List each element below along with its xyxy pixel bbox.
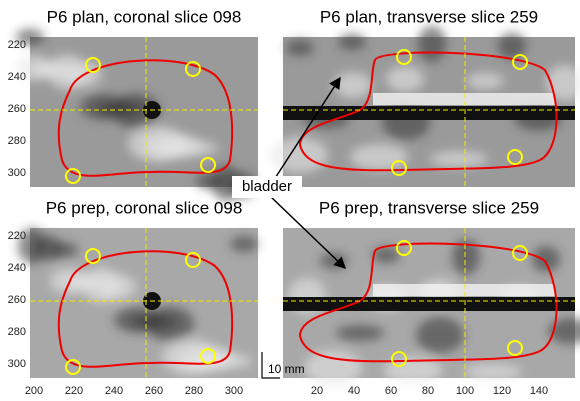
scale-label: 10 mm — [268, 362, 305, 376]
tissue — [286, 40, 314, 56]
x-tick-label: 20 — [311, 385, 323, 397]
y-tick-label: 240 — [8, 71, 26, 83]
tissue — [336, 325, 384, 341]
tissue — [162, 339, 220, 375]
tissue — [350, 144, 408, 170]
panel — [270, 26, 580, 187]
panel-title: P6 prep, coronal slice 098 — [46, 198, 243, 217]
y-tick-label: 300 — [8, 167, 26, 179]
x-tick-label: 240 — [105, 385, 123, 397]
figure: P6 plan, coronal slice 098 220 240 260 280 30… — [0, 0, 580, 401]
tissue — [418, 26, 446, 62]
x-tick-label: 260 — [145, 385, 163, 397]
panel — [16, 29, 258, 201]
y-tick-label: 240 — [8, 262, 26, 274]
x-tick-label: 280 — [185, 385, 203, 397]
tissue — [430, 151, 488, 167]
panel — [18, 228, 258, 378]
dark-band — [283, 297, 575, 311]
tissue — [196, 173, 224, 189]
bright-band — [373, 284, 555, 296]
y-tick-label: 280 — [8, 135, 26, 147]
y-tick-label: 260 — [8, 294, 26, 306]
x-tick-label: 80 — [422, 385, 434, 397]
bladder-label: bladder — [242, 178, 292, 195]
x-tick-label: 140 — [530, 385, 548, 397]
y-tick-label: 260 — [8, 103, 26, 115]
tissue — [114, 307, 162, 333]
tissue — [230, 236, 258, 252]
tissue — [466, 73, 504, 89]
panel-title: P6 plan, coronal slice 098 — [47, 7, 242, 26]
x-tick-label: 60 — [385, 385, 397, 397]
y-tick-label: 280 — [8, 326, 26, 338]
panel-title: P6 plan, transverse slice 259 — [320, 7, 538, 26]
y-tick-label: 220 — [8, 39, 26, 51]
y-tick-label: 220 — [8, 230, 26, 242]
tissue — [532, 246, 560, 272]
tissue — [128, 126, 186, 162]
x-tick-label: 40 — [348, 385, 360, 397]
x-tick-label: 200 — [25, 385, 43, 397]
panel-title: P6 prep, transverse slice 259 — [319, 198, 539, 217]
y-tick-label: 300 — [8, 358, 26, 370]
tissue — [464, 364, 522, 380]
x-tick-label: 120 — [493, 385, 511, 397]
x-tick-label: 300 — [225, 385, 243, 397]
tissue — [338, 34, 366, 50]
x-tick-label: 220 — [65, 385, 83, 397]
tissue — [416, 317, 464, 353]
tissue — [334, 72, 372, 98]
x-tick-label: 100 — [456, 385, 474, 397]
bright-band — [373, 93, 555, 105]
tissue — [304, 350, 362, 386]
tissue — [386, 66, 424, 92]
dark-band — [283, 106, 575, 120]
tissue — [80, 94, 128, 120]
